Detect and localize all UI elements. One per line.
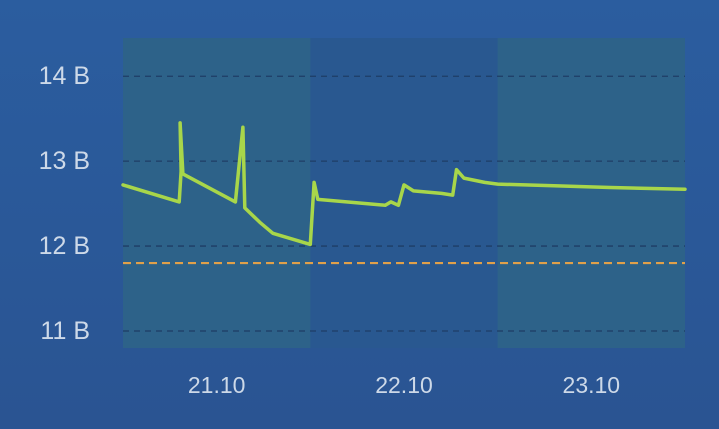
- day-band-1: [497, 38, 685, 348]
- x-tick-label: 21.10: [187, 372, 246, 398]
- x-tick-label: 23.10: [562, 372, 621, 398]
- y-tick-label: 14 В: [38, 62, 90, 91]
- y-tick-label: 13 В: [38, 147, 90, 176]
- y-tick-label: 12 В: [38, 232, 90, 261]
- x-tick-label: 22.10: [375, 372, 433, 398]
- series-line-0: [121, 121, 687, 247]
- y-tick-label: 11 В: [40, 317, 90, 345]
